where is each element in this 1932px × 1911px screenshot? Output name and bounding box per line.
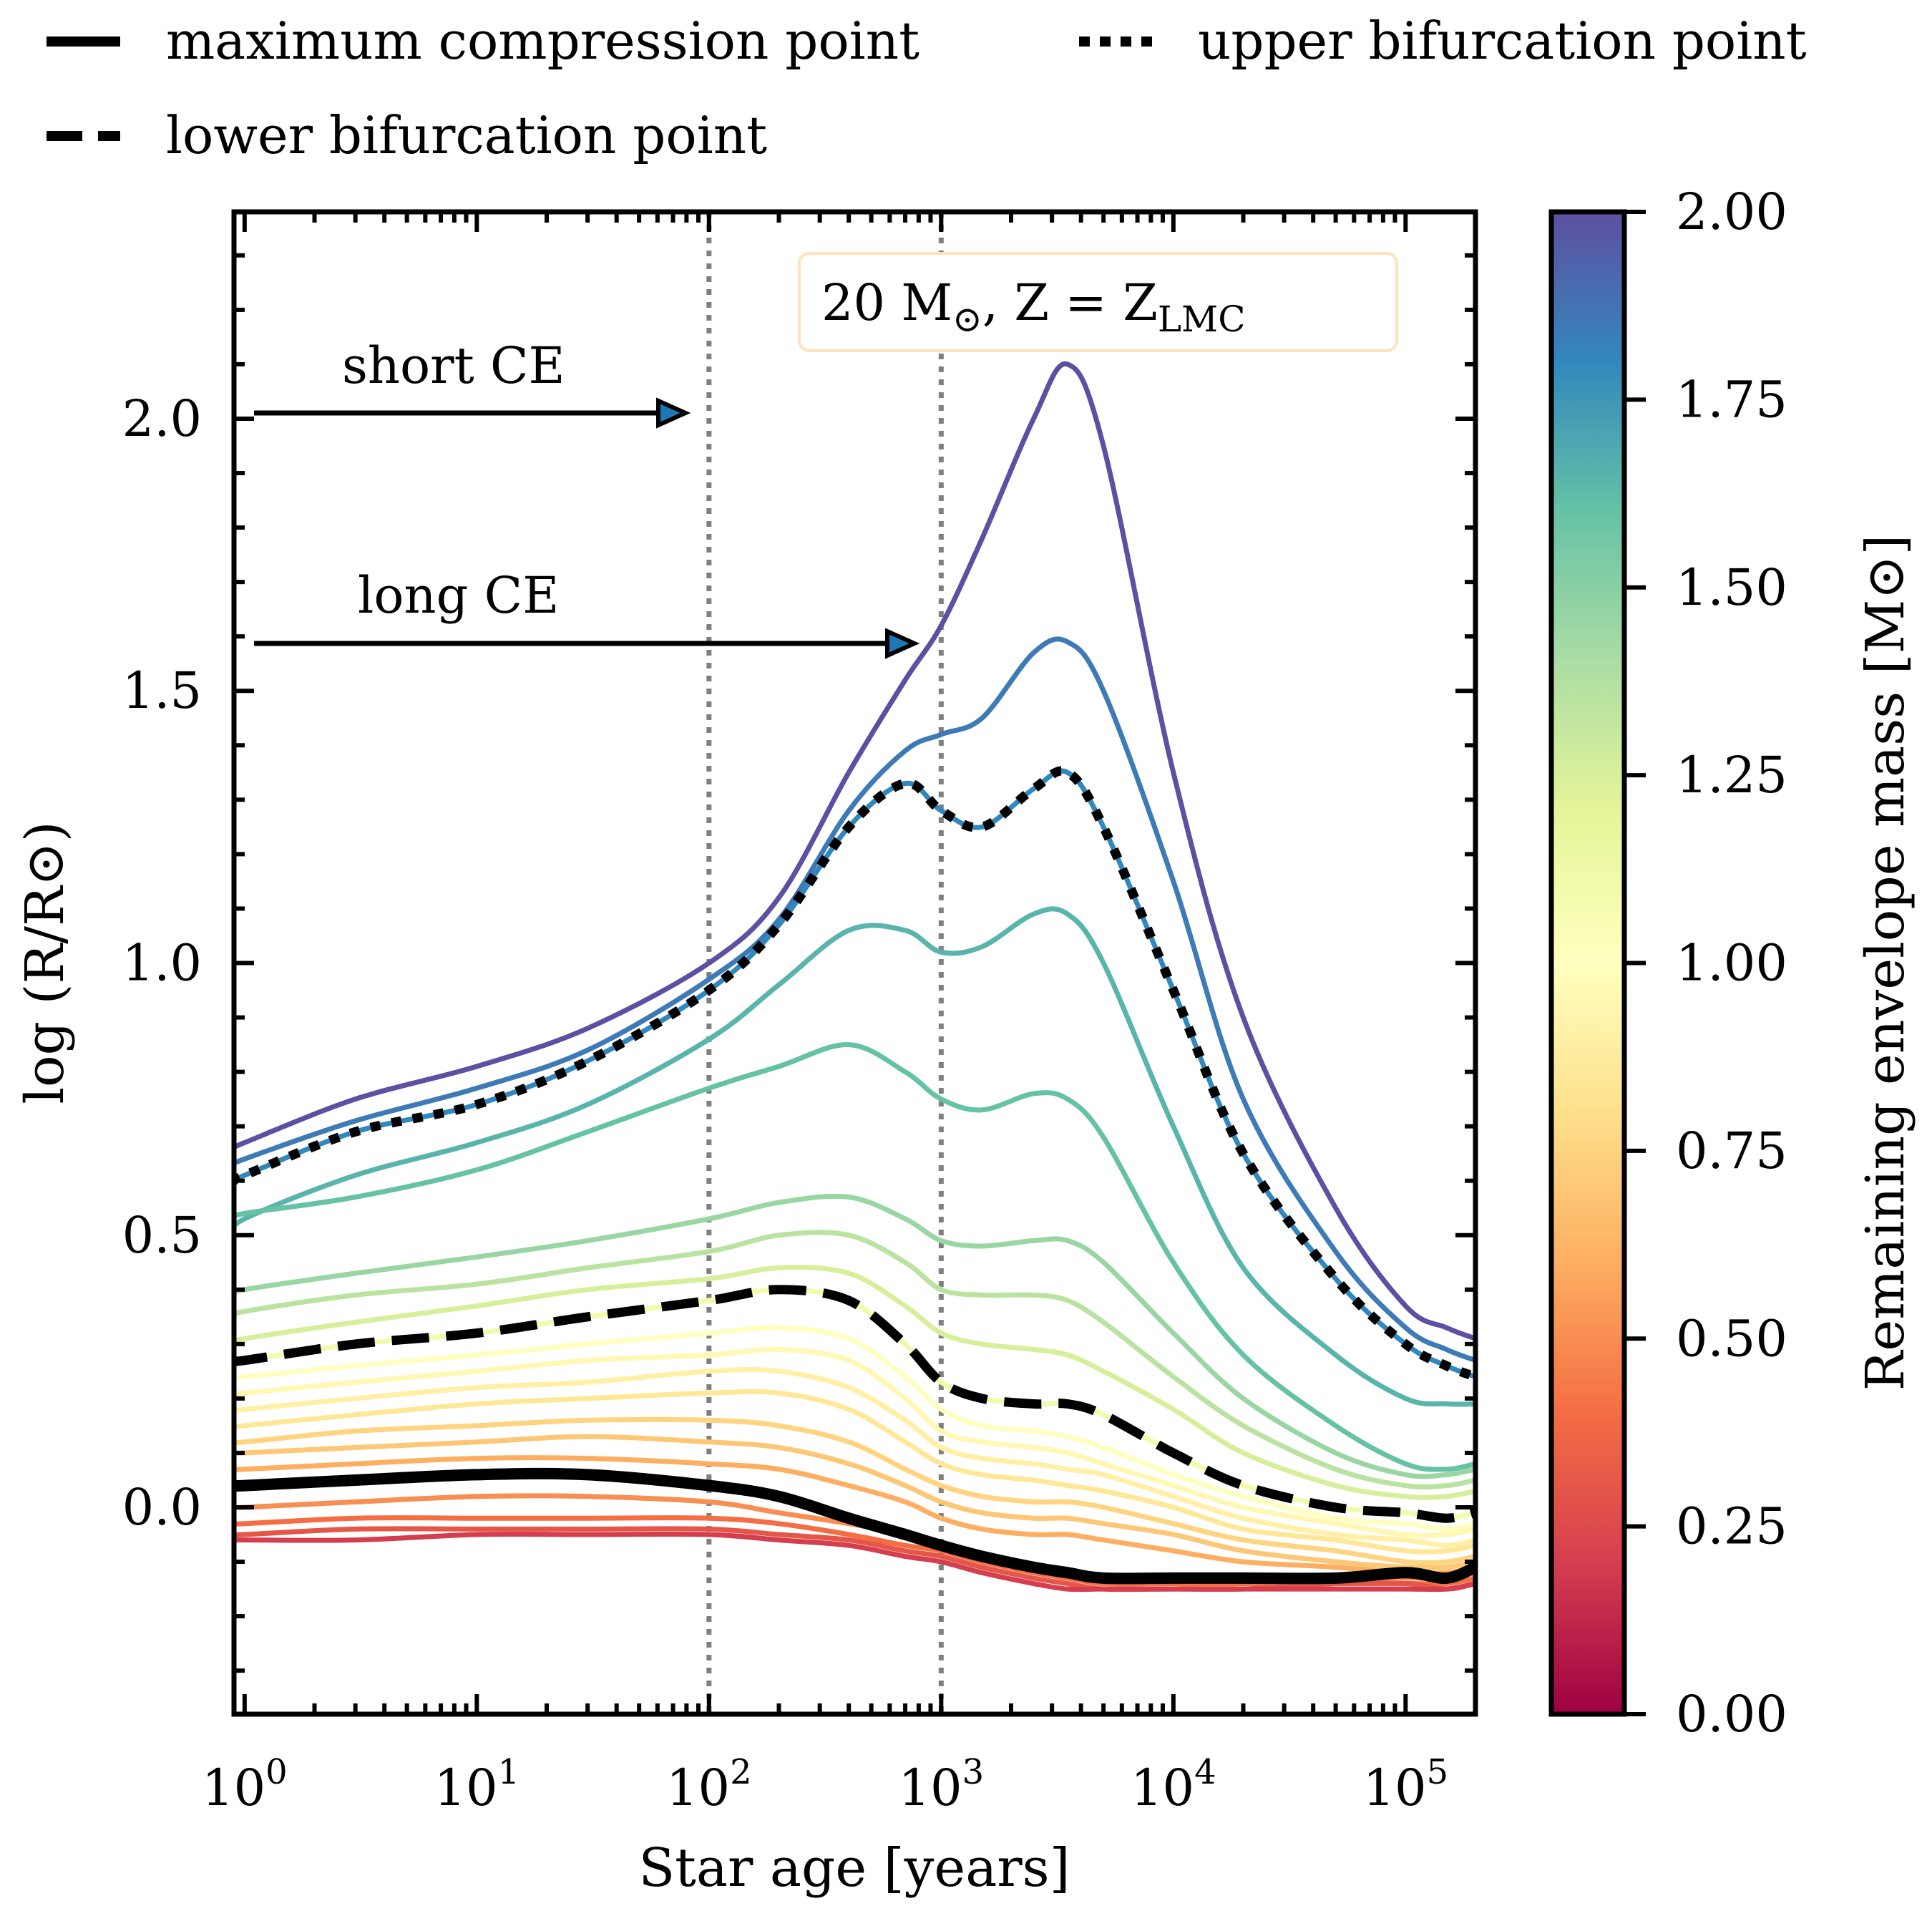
colorbar-tick-label-4: 1.00 <box>1676 934 1787 993</box>
legend-label-lower-bifurcation: lower bifurcation point <box>166 105 767 165</box>
y-axis-tick-labels: 0.0 0.5 1.0 1.5 2.0 <box>122 389 202 1537</box>
x-tick-label-4: 104 <box>1131 1752 1216 1817</box>
legend-label-maximum-compression: maximum compression point <box>166 11 919 71</box>
series-line-0 <box>234 361 1475 1341</box>
series-line-4 <box>234 1042 1475 1472</box>
x-tick-label-5: 105 <box>1363 1752 1449 1817</box>
y-tick-label-3: 1.5 <box>122 661 202 720</box>
colorbar-tick-label-1: 0.25 <box>1676 1497 1787 1556</box>
legend: maximum compression point upper bifurcat… <box>47 11 1807 165</box>
colorbar-tick-label-6: 1.50 <box>1676 558 1787 617</box>
arrow-short-ce-head <box>656 397 691 429</box>
colorbar-tick-label-7: 1.75 <box>1676 370 1787 429</box>
colorbar-tick-label-2: 0.50 <box>1676 1309 1787 1368</box>
colorbar-tick-labels: 0.00 0.25 0.50 0.75 1.00 1.25 1.50 1.75 … <box>1676 183 1787 1744</box>
highlight-dotted-line <box>234 766 1475 1381</box>
series-line-13 <box>234 1416 1475 1566</box>
series-line-10 <box>234 1346 1475 1538</box>
y-tick-label-0: 0.0 <box>122 1478 202 1537</box>
x-tick-label-3: 103 <box>899 1752 985 1817</box>
series-line-9 <box>234 1325 1475 1532</box>
series-line-5 <box>234 1193 1475 1479</box>
series-line-1 <box>234 636 1475 1363</box>
colorbar-ticks <box>1624 210 1646 1716</box>
x-axis-tick-labels: 100 101 102 103 104 105 <box>202 1752 1448 1817</box>
annotation-box: 20 M⊙, Z = ZLMC <box>798 252 1398 352</box>
series-line-2 <box>234 768 1475 1379</box>
highlight-dashed-line <box>234 1285 1475 1523</box>
colorbar-tick-label-3: 0.75 <box>1676 1122 1787 1180</box>
y-tick-label-2: 1.0 <box>122 934 202 993</box>
plot-area: 20 M⊙, Z = ZLMC short CE long CE 100 101… <box>14 209 1478 1899</box>
highlight-solid-line <box>234 1467 1475 1585</box>
highlight-layer <box>234 766 1475 1585</box>
colorbar-title: Remaining envelope mass [M⊙] <box>1855 535 1916 1391</box>
annotation-box-frame <box>798 252 1398 352</box>
legend-label-upper-bifurcation: upper bifurcation point <box>1198 11 1807 71</box>
series-line-14 <box>234 1434 1475 1571</box>
arrow-label-long-ce: long CE <box>358 566 559 625</box>
annotation-box-text: 20 M⊙, Z = ZLMC <box>821 273 1246 340</box>
series-line-20 <box>234 1531 1475 1592</box>
colorbar: 0.00 0.25 0.50 0.75 1.00 1.25 1.50 1.75 … <box>1548 183 1916 1744</box>
y-tick-label-4: 2.0 <box>122 389 202 448</box>
series-line-3 <box>234 906 1475 1407</box>
ce-arrows: short CE long CE <box>254 336 920 659</box>
series-line-11 <box>234 1367 1475 1548</box>
series-line-12 <box>234 1389 1475 1555</box>
x-tick-label-1: 101 <box>434 1752 520 1817</box>
x-axis-title: Star age [years] <box>638 1837 1070 1899</box>
series-line-15 <box>234 1455 1475 1576</box>
colorbar-tick-label-8: 2.00 <box>1676 183 1787 241</box>
series-line-19 <box>234 1526 1475 1592</box>
y-axis-title: log (R/R⊙) <box>14 821 76 1104</box>
arrow-long-ce-head <box>885 628 920 659</box>
series-line-7 <box>234 1265 1475 1500</box>
colorbar-tick-label-0: 0.00 <box>1676 1685 1787 1744</box>
series-line-6 <box>234 1230 1475 1490</box>
plot-frame <box>231 209 1478 1717</box>
colorbar-tick-label-5: 1.25 <box>1676 746 1787 804</box>
series-layer <box>234 361 1475 1592</box>
arrow-label-short-ce: short CE <box>342 336 565 395</box>
y-tick-label-1: 0.5 <box>122 1206 202 1265</box>
x-tick-label-0: 100 <box>202 1752 288 1817</box>
colorbar-gradient <box>1548 209 1627 1717</box>
series-line-8 <box>234 1287 1475 1521</box>
x-tick-label-2: 102 <box>666 1752 752 1817</box>
